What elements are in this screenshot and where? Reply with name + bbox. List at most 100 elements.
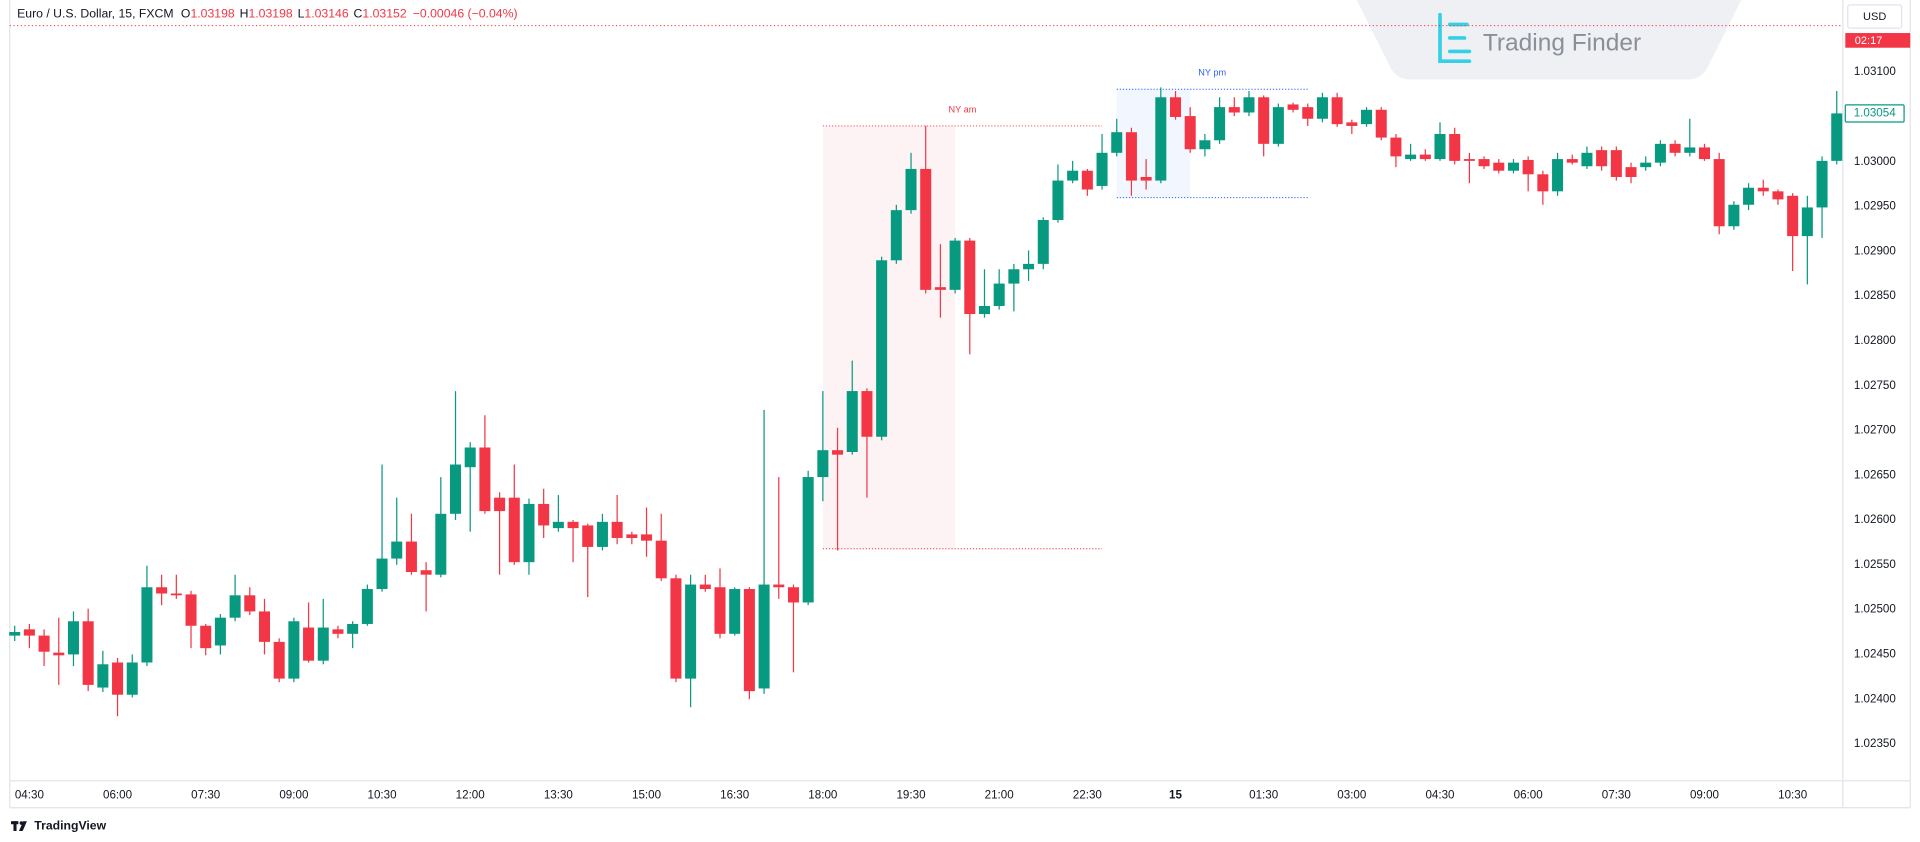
x-tick-label: 04:30	[1425, 789, 1454, 802]
candle-body	[611, 521, 623, 538]
candle-body	[641, 534, 653, 541]
ohlc-value: 1.03152	[362, 7, 406, 21]
y-tick-label: 1.02350	[1854, 737, 1896, 750]
candle-body	[1081, 170, 1093, 190]
ohlc-key: O	[181, 7, 191, 21]
candle-body	[1037, 219, 1049, 264]
footer-brand: TradingView	[34, 818, 106, 832]
candle-body	[523, 503, 535, 563]
x-tick-label: 13:30	[544, 789, 573, 802]
candle-body	[435, 513, 447, 575]
x-tick-label: 07:30	[1602, 789, 1631, 802]
candle-body	[1243, 97, 1255, 113]
candle-body	[200, 625, 212, 649]
candle-body	[53, 652, 65, 656]
candle-body	[626, 534, 638, 538]
candle-body	[288, 621, 300, 679]
candle-body	[1170, 97, 1182, 117]
candle-body	[1743, 187, 1755, 205]
candle-body	[817, 450, 829, 478]
watermark-text: Trading Finder	[1483, 30, 1641, 57]
candle-body	[1537, 174, 1549, 192]
candle-body	[993, 283, 1005, 306]
candle-body	[743, 589, 755, 692]
candle-body	[258, 611, 270, 642]
candle-body	[1654, 143, 1666, 163]
candle-body	[508, 497, 520, 563]
candle-body	[67, 621, 79, 655]
candle-body	[97, 664, 109, 688]
candle-body	[1816, 160, 1828, 208]
countdown-box	[1845, 33, 1911, 48]
candle-body	[964, 240, 976, 315]
last-price-label: 1.03054	[1854, 106, 1897, 119]
candle-body	[1640, 162, 1652, 168]
candle-body	[1581, 152, 1593, 167]
candle-body	[861, 391, 873, 437]
candle-body	[244, 595, 256, 612]
candle-body	[332, 629, 344, 634]
candle-body	[596, 521, 608, 547]
x-tick-label: 16:30	[720, 789, 749, 802]
x-tick-label: 21:00	[985, 789, 1014, 802]
candle-body	[1302, 107, 1314, 119]
x-tick-label: 06:00	[1514, 789, 1543, 802]
footer-logo	[11, 821, 27, 831]
candle-body	[1096, 152, 1108, 186]
symbol-name: Euro / U.S. Dollar, 15, FXCM	[17, 7, 173, 21]
currency-box[interactable]	[1847, 4, 1903, 29]
x-tick-label: 01:30	[1249, 789, 1278, 802]
candle-body	[670, 578, 682, 679]
x-tick-label: 18:00	[808, 789, 837, 802]
candle-body	[890, 210, 902, 261]
candle-body	[1552, 159, 1564, 192]
candle-body	[1596, 150, 1608, 167]
x-tick-label: 10:30	[1778, 789, 1807, 802]
candle-body	[1772, 191, 1784, 200]
ohlc-key: H	[240, 7, 249, 21]
watermark-logo	[1438, 12, 1472, 64]
currency: USD	[1863, 11, 1886, 23]
candle-body	[126, 662, 138, 695]
x-tick-label: 10:30	[368, 789, 397, 802]
candle-body	[1713, 159, 1725, 227]
candle-body	[1419, 154, 1431, 160]
candle-body	[1831, 113, 1843, 161]
candle-body	[1728, 204, 1740, 227]
x-tick-label: 07:30	[191, 789, 220, 802]
candle-body	[1566, 159, 1578, 163]
candle-body	[787, 587, 799, 603]
change-value: −0.00046 (−0.04%)	[413, 7, 518, 21]
last-price-box	[1844, 104, 1905, 123]
candle-body	[773, 584, 785, 588]
candle-body	[876, 260, 888, 437]
candle-body	[1698, 147, 1710, 160]
candle-body	[1669, 143, 1681, 153]
candle-body	[1067, 170, 1079, 181]
x-tick-label: 04:30	[15, 789, 44, 802]
candle-body	[82, 621, 94, 685]
candle-body	[1272, 107, 1284, 144]
candle-body	[1390, 137, 1402, 157]
candle-body	[949, 240, 961, 290]
candle-body	[1023, 263, 1035, 270]
candle-body	[229, 595, 241, 618]
candle-body	[1361, 109, 1373, 125]
y-tick-label: 1.02800	[1854, 334, 1896, 347]
candle-body	[141, 587, 153, 663]
x-tick-label: 12:00	[456, 789, 485, 802]
candle-body	[920, 168, 932, 290]
x-tick-label: 09:00	[1690, 789, 1719, 802]
candle-body	[1434, 133, 1446, 160]
candle-body	[714, 587, 726, 634]
candle-body	[1405, 154, 1417, 160]
candle-body	[361, 589, 373, 624]
candle-body	[905, 168, 917, 211]
candle-body	[1787, 195, 1799, 237]
candle-body	[1155, 97, 1167, 181]
candle-body	[405, 541, 417, 573]
candle-body	[1214, 107, 1226, 141]
candle-body	[1316, 97, 1328, 119]
candle-body	[464, 447, 476, 468]
